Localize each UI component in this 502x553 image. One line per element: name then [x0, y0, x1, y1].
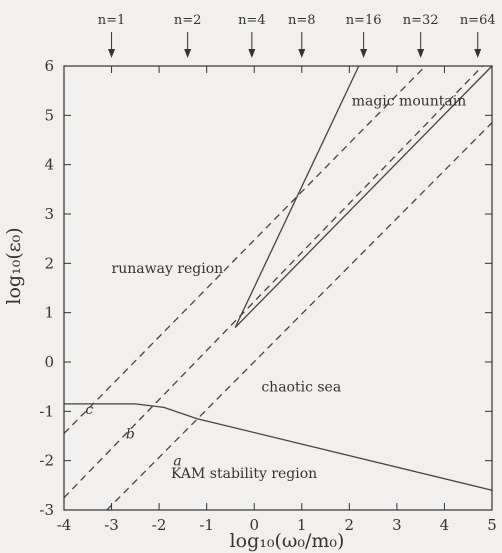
y-tick-label: -1 [39, 402, 54, 420]
annotation-label: chaotic sea [261, 380, 341, 396]
x-tick-label: 2 [345, 516, 355, 534]
annotations: runaway region magic mountain chaotic sea K… [85, 93, 466, 481]
annotation-label: runaway region [112, 261, 224, 277]
series-layer [63, 65, 493, 511]
y-tick-label: -2 [39, 452, 54, 470]
dashed-series-line [106, 122, 493, 511]
top-marker-label: n=16 [346, 13, 382, 28]
top-marker-label: n=1 [98, 13, 126, 28]
top-marker-arrowhead [360, 49, 368, 58]
annotation-label: magic mountain [352, 93, 467, 109]
x-axis-label: log₁₀(ω₀/m₀) [230, 530, 345, 552]
top-marker-label: n=32 [403, 13, 439, 28]
top-marker-arrowhead [298, 49, 306, 58]
y-tick-label: -3 [39, 501, 54, 519]
top-marker-arrowhead [248, 49, 256, 58]
top-marker-arrowhead [417, 49, 425, 58]
y-tick-label: 5 [44, 106, 54, 124]
top-marker-arrowhead [108, 49, 116, 58]
dashed-series-line [63, 65, 483, 499]
top-marker-label: n=8 [288, 13, 316, 28]
dashed-series-line [63, 65, 426, 434]
x-tick-label: 1 [297, 516, 307, 534]
x-tick-label: 0 [249, 516, 259, 534]
solid-series-line [234, 65, 493, 328]
x-tick-label: -1 [199, 516, 214, 534]
y-tick-label: 3 [44, 205, 54, 223]
plot-frame [63, 65, 493, 511]
x-tick-label: 4 [440, 516, 450, 534]
top-marker-label: n=2 [174, 13, 202, 28]
top-marker-arrowhead [184, 49, 192, 58]
x-tick-label: 5 [487, 516, 497, 534]
x-tick-label: -2 [152, 516, 167, 534]
y-tick-label: 6 [44, 57, 54, 75]
annotation-label: c [85, 402, 93, 418]
y-tick-label: 1 [44, 304, 54, 322]
solid-series-line [234, 65, 360, 328]
x-tick-label: -3 [104, 516, 119, 534]
annotation-label: KAM stability region [171, 466, 317, 482]
top-markers: n=1 n=2 n=4 n=8 n=16 n=32 n=64 [98, 13, 496, 58]
y-tick-label: 2 [44, 254, 54, 272]
top-marker-label: n=4 [238, 13, 266, 28]
x-tick-label: 3 [392, 516, 402, 534]
top-marker-label: n=64 [460, 13, 496, 28]
annotation-label: a [173, 454, 181, 470]
top-marker-arrowhead [474, 49, 482, 58]
y-tick-label: 0 [44, 353, 54, 371]
annotation-label: b [126, 426, 135, 442]
x-tick-label: -4 [57, 516, 72, 534]
solid-series-line [64, 403, 493, 491]
y-tick-label: 4 [44, 156, 54, 174]
y-axis-label: log₁₀(ε₀) [3, 227, 25, 304]
